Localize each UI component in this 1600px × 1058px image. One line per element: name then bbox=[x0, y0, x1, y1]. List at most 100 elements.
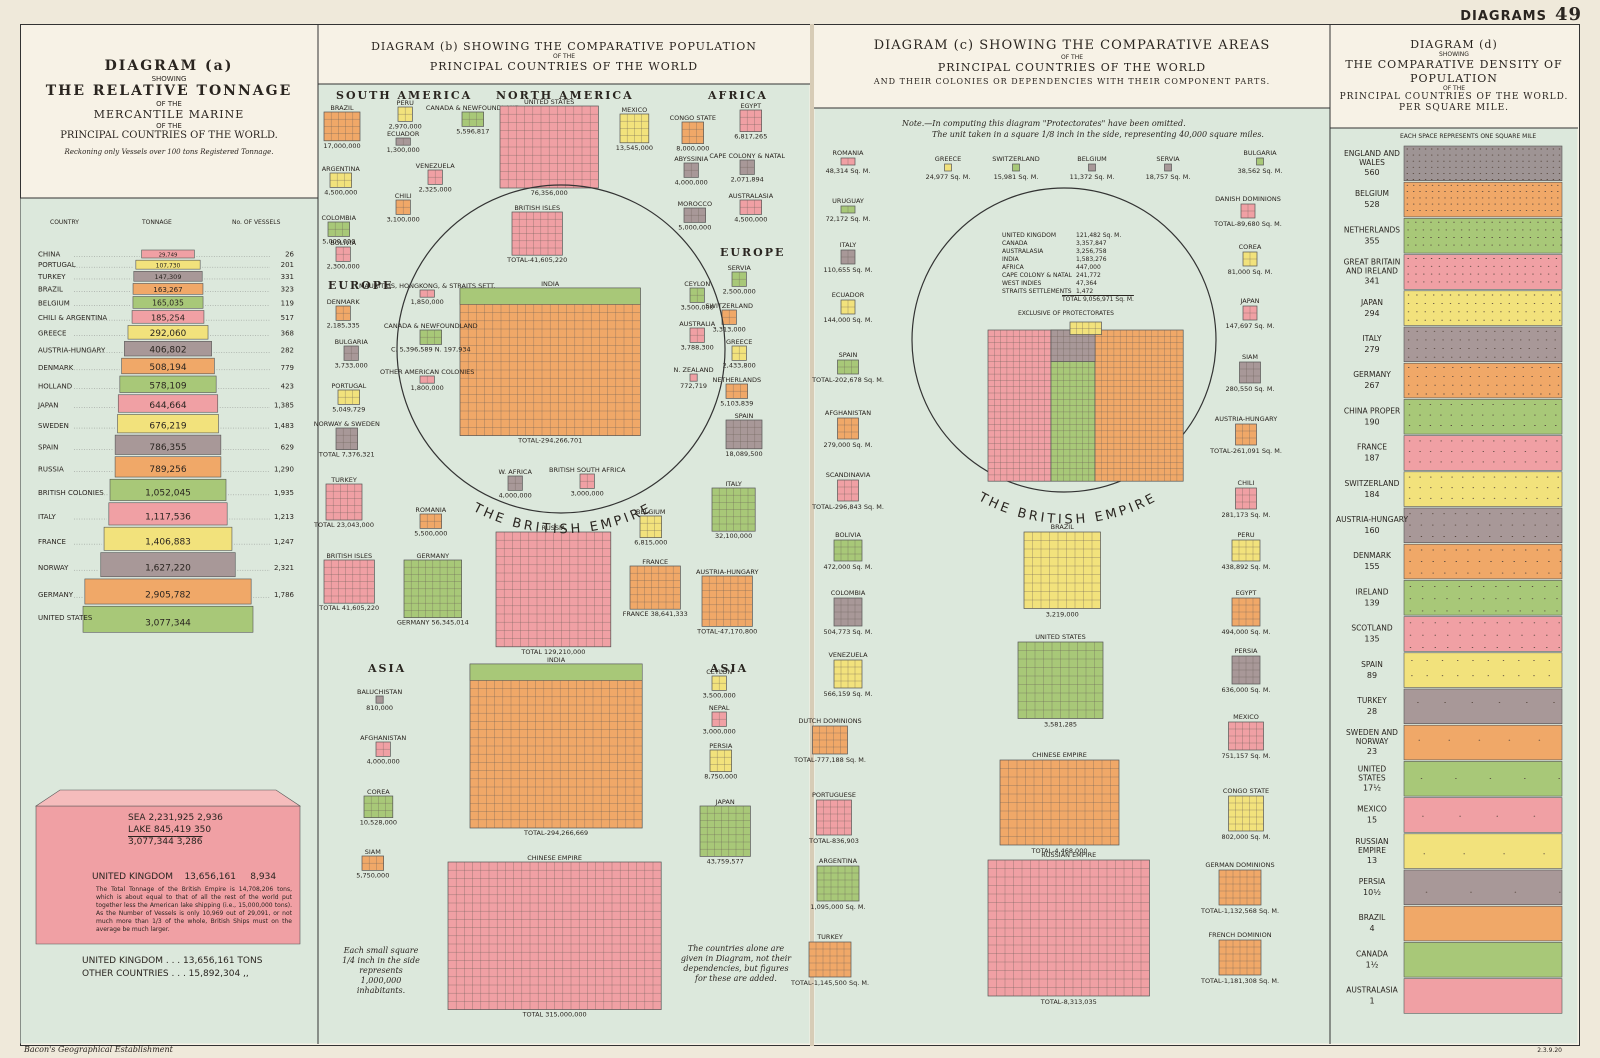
tonnage-bar bbox=[82, 605, 254, 633]
area-block-grid bbox=[837, 480, 859, 501]
empire-area-total: TOTAL 9,056,971 Sq. M. bbox=[1062, 296, 1134, 303]
population-value: 3,788,300 bbox=[681, 343, 714, 351]
population-value: 8,750,000 bbox=[704, 773, 737, 781]
area-value: 72,172 Sq. M. bbox=[826, 215, 871, 223]
population-block bbox=[731, 345, 747, 361]
density-country: CHINA PROPER bbox=[1344, 406, 1400, 415]
empire-area-name: CANADA bbox=[1002, 240, 1028, 247]
population-name: CANADA & NEWFOUNDLAND bbox=[426, 104, 520, 112]
population-name: MEXICO bbox=[622, 106, 648, 114]
population-block-grid bbox=[404, 560, 462, 618]
diagram-a-subtitle: Reckoning only Vessels over 100 tons Reg… bbox=[64, 147, 274, 156]
density-legend: EACH SPACE REPRESENTS ONE SQUARE MILE bbox=[1400, 133, 1537, 140]
density-value: 341 bbox=[1364, 277, 1379, 286]
population-value: TOTAL-294,266,701 bbox=[517, 437, 582, 445]
population-name: MOROCCO bbox=[678, 200, 713, 208]
population-value: TOTAL 315,000,000 bbox=[522, 1011, 587, 1019]
population-value: 10,528,000 bbox=[360, 819, 397, 827]
area-name: TURKEY bbox=[816, 933, 843, 941]
area-block bbox=[1023, 531, 1101, 609]
area-block bbox=[833, 539, 863, 562]
population-block bbox=[395, 199, 411, 215]
density-value: 190 bbox=[1364, 417, 1379, 426]
population-name: NORWAY & SWEDEN bbox=[314, 420, 380, 428]
country-label: BRAZIL bbox=[38, 286, 63, 294]
empire-area-name: UNITED KINGDOM bbox=[1002, 232, 1056, 239]
population-block-fill bbox=[701, 575, 753, 627]
population-block bbox=[639, 515, 662, 538]
header-label: DIAGRAMS bbox=[1460, 9, 1547, 24]
population-value: FRANCE 38,641,333 bbox=[623, 610, 688, 618]
vessel-label: 1,213 bbox=[274, 513, 294, 521]
vessel-label: 26 bbox=[285, 250, 294, 258]
population-block bbox=[711, 675, 727, 691]
area-name: ROMANIA bbox=[833, 149, 864, 157]
empire-area-name: INDIA bbox=[1002, 256, 1019, 263]
population-name: CAPE COLONY & NATAL bbox=[709, 152, 785, 160]
population-block-fill bbox=[681, 121, 704, 144]
population-name: CHINESE EMPIRE bbox=[527, 854, 582, 862]
area-block-grid bbox=[1000, 760, 1119, 845]
country-label: BELGIUM bbox=[38, 299, 70, 307]
population-value: 1,800,000 bbox=[411, 384, 444, 392]
population-block-grid bbox=[328, 222, 350, 237]
population-block bbox=[323, 559, 375, 604]
population-value: GERMANY 56,345,014 bbox=[397, 619, 469, 627]
area-block-grid bbox=[817, 866, 859, 901]
population-block-grid bbox=[448, 862, 662, 1010]
diagram-a-title-5: MERCANTILE MARINE bbox=[93, 108, 245, 122]
population-value: 17,000,000 bbox=[323, 142, 360, 150]
population-name: FRANCE bbox=[642, 558, 668, 566]
area-block bbox=[816, 799, 852, 836]
area-name: SPAIN bbox=[839, 351, 858, 359]
vessel-label: 323 bbox=[281, 286, 294, 294]
tonnage-label: 165,035 bbox=[152, 299, 184, 308]
country-label: FRANCE bbox=[38, 538, 66, 546]
population-block bbox=[701, 575, 753, 627]
population-block bbox=[395, 137, 411, 146]
tonnage-label: 2,905,782 bbox=[145, 591, 191, 601]
area-block bbox=[833, 597, 863, 627]
population-block-grid bbox=[336, 247, 351, 262]
area-value: 802,000 Sq. M. bbox=[1221, 833, 1270, 841]
population-value: 5,103,839 bbox=[720, 399, 753, 407]
population-block-grid bbox=[344, 346, 359, 361]
page-gutter bbox=[810, 24, 814, 1046]
tonnage-bar bbox=[135, 259, 201, 270]
area-block bbox=[840, 205, 856, 214]
area-block-fill bbox=[837, 479, 859, 502]
density-country: TURKEY bbox=[1356, 696, 1387, 705]
population-block-fill bbox=[335, 427, 358, 450]
vessel-label: 517 bbox=[281, 314, 294, 322]
publisher-credit: Bacon's Geographical Establishment bbox=[24, 1045, 173, 1054]
population-value: 3,313,000 bbox=[713, 325, 746, 333]
area-name: JAPAN bbox=[1239, 297, 1259, 305]
population-block-grid bbox=[712, 488, 756, 532]
population-name: ITALY bbox=[725, 480, 742, 488]
area-block-grid bbox=[834, 660, 862, 688]
area-block bbox=[987, 859, 1150, 997]
area-value: TOTAL-261,091 Sq. M. bbox=[1209, 447, 1282, 455]
vessel-label: 423 bbox=[281, 382, 294, 390]
density-value: 89 bbox=[1367, 671, 1377, 680]
density-band bbox=[1403, 797, 1563, 833]
population-name: INDIA bbox=[541, 280, 560, 288]
population-value: 13,545,000 bbox=[616, 144, 653, 152]
population-name: UNITED STATES bbox=[524, 98, 574, 106]
country-label: UNITED STATES bbox=[38, 614, 93, 622]
area-name: BELGIUM bbox=[1077, 155, 1107, 163]
population-name: SPAIN bbox=[735, 412, 754, 420]
density-band bbox=[1403, 326, 1563, 363]
area-block-fill bbox=[837, 417, 859, 440]
density-country: BRAZIL bbox=[1359, 913, 1387, 922]
population-block-grid bbox=[712, 676, 727, 691]
diagram-c-title-4: AND THEIR COLONIES OR DEPENDENCIES WITH … bbox=[873, 76, 1271, 86]
density-country: SCOTLAND bbox=[1351, 624, 1393, 633]
area-block-grid bbox=[809, 942, 851, 977]
us-sea-tonnage: 2,231,925 bbox=[148, 813, 195, 823]
area-block bbox=[812, 725, 848, 755]
population-name: PERU bbox=[397, 99, 415, 107]
population-block-grid bbox=[376, 742, 391, 757]
area-block-grid bbox=[834, 540, 862, 561]
british-empire-circle-c bbox=[911, 187, 1217, 493]
